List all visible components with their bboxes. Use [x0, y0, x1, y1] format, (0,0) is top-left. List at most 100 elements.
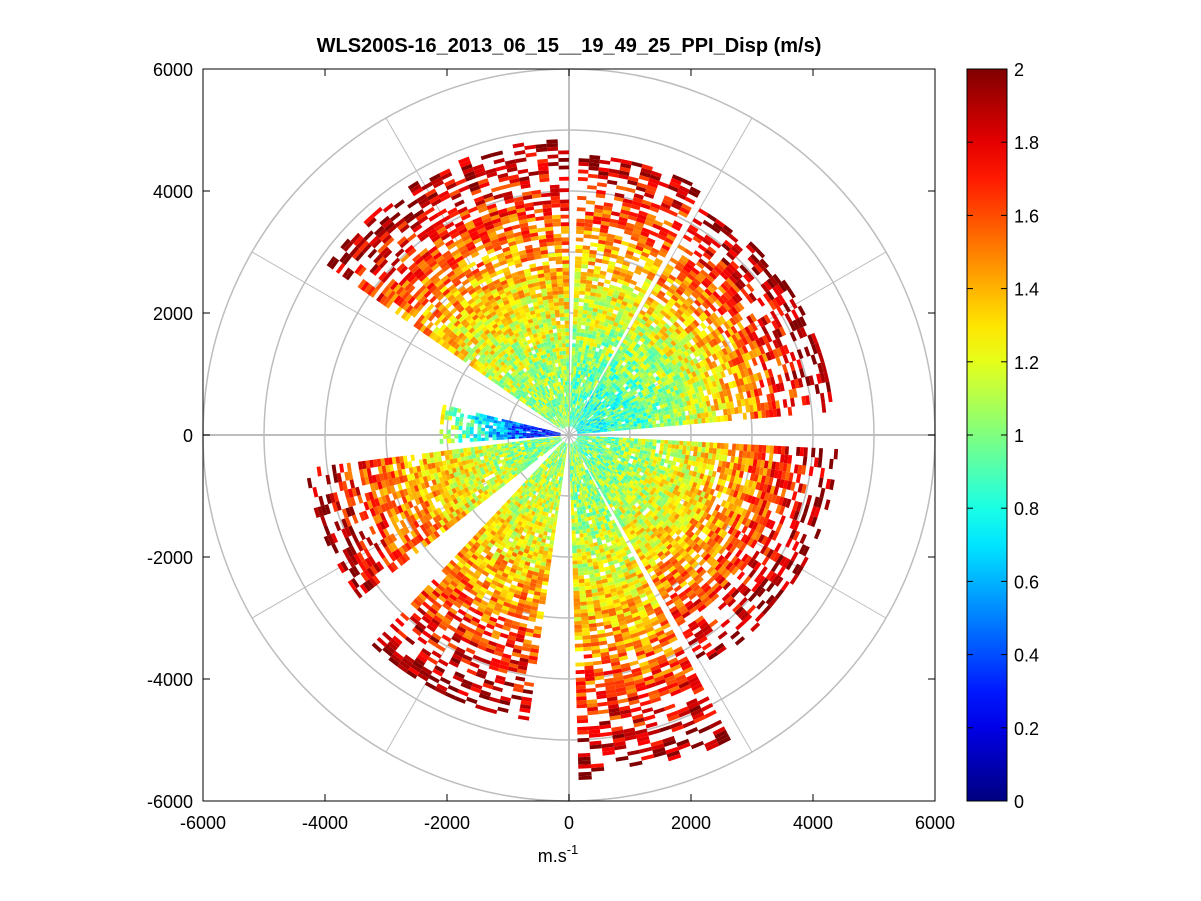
data-cell — [610, 461, 615, 465]
data-cell — [529, 386, 534, 391]
data-cell — [701, 447, 706, 453]
data-cell — [546, 407, 550, 411]
data-cell — [640, 381, 646, 387]
data-cell — [612, 293, 619, 299]
data-cell — [715, 544, 723, 553]
data-cell — [622, 411, 627, 415]
data-cell — [536, 343, 542, 349]
data-cell — [634, 269, 642, 276]
data-cell — [577, 436, 582, 438]
data-cell — [537, 381, 542, 386]
data-cell — [671, 421, 676, 426]
data-cell — [605, 404, 610, 408]
data-cell — [465, 271, 474, 279]
data-cell — [631, 365, 637, 371]
data-cell — [652, 386, 658, 392]
data-cell — [819, 372, 826, 384]
data-cell — [655, 346, 662, 353]
data-cell — [716, 415, 721, 423]
data-cell — [745, 352, 752, 361]
data-cell — [796, 349, 804, 360]
data-cell — [640, 422, 645, 426]
data-cell — [563, 415, 565, 420]
data-cell — [708, 340, 716, 348]
data-cell — [614, 426, 619, 430]
data-cell — [516, 327, 523, 333]
data-cell — [754, 444, 759, 453]
data-cell — [743, 535, 752, 545]
data-cell — [694, 528, 702, 537]
data-cell — [518, 347, 524, 353]
data-cell — [560, 420, 564, 425]
data-cell — [625, 425, 630, 428]
data-cell — [586, 388, 590, 393]
data-cell — [656, 352, 663, 359]
data-cell — [659, 461, 665, 467]
data-cell — [626, 471, 631, 476]
data-cell — [587, 306, 594, 312]
data-cell — [415, 293, 424, 302]
data-cell — [339, 251, 350, 263]
data-cell — [547, 321, 553, 327]
data-cell — [571, 400, 573, 404]
data-cell — [655, 416, 660, 421]
data-cell — [600, 449, 605, 453]
data-cell — [722, 224, 734, 234]
data-cell — [651, 462, 657, 468]
data-cell — [696, 451, 702, 458]
data-cell — [602, 399, 606, 404]
data-cell — [665, 290, 674, 298]
data-cell — [573, 294, 580, 299]
data-cell — [708, 547, 716, 556]
data-cell — [627, 475, 633, 480]
data-cell — [700, 412, 705, 419]
data-cell — [579, 398, 582, 402]
data-cell — [670, 448, 675, 453]
data-cell — [614, 474, 619, 480]
data-cell — [603, 376, 608, 382]
data-cell — [432, 180, 445, 189]
data-cell — [608, 475, 613, 480]
data-cell — [784, 372, 791, 382]
data-cell — [662, 359, 668, 366]
data-cell — [556, 424, 560, 428]
data-cell — [623, 475, 628, 480]
data-cell — [649, 340, 656, 347]
data-cell — [653, 509, 659, 515]
data-cell — [594, 351, 599, 356]
data-cell — [707, 494, 713, 501]
data-cell — [666, 310, 674, 318]
data-cell — [640, 444, 645, 448]
data-cell — [561, 229, 569, 234]
data-cell — [571, 354, 575, 359]
data-cell — [537, 347, 543, 353]
data-cell — [672, 456, 678, 462]
data-cell — [644, 491, 650, 497]
data-cell — [626, 438, 631, 441]
data-cell — [543, 211, 553, 217]
data-cell — [662, 353, 669, 360]
data-cell — [404, 244, 415, 254]
data-cell — [566, 358, 569, 363]
data-cell — [416, 230, 427, 239]
data-cell — [578, 343, 583, 348]
data-cell — [762, 468, 768, 477]
data-cell — [544, 365, 549, 370]
data-cell — [655, 306, 662, 313]
data-cell — [653, 456, 658, 461]
data-cell — [564, 404, 566, 408]
data-cell — [674, 357, 681, 364]
data-cell — [774, 576, 784, 587]
data-cell — [561, 412, 563, 417]
data-cell — [722, 302, 731, 311]
data-cell — [742, 450, 747, 458]
data-cell — [390, 257, 401, 267]
data-cell — [566, 415, 568, 420]
data-cell — [629, 362, 635, 369]
data-cell — [747, 480, 754, 488]
data-cell — [390, 292, 399, 302]
data-cell — [621, 264, 629, 271]
data-cell — [554, 410, 558, 415]
data-cell — [694, 369, 701, 376]
data-cell — [591, 440, 596, 443]
